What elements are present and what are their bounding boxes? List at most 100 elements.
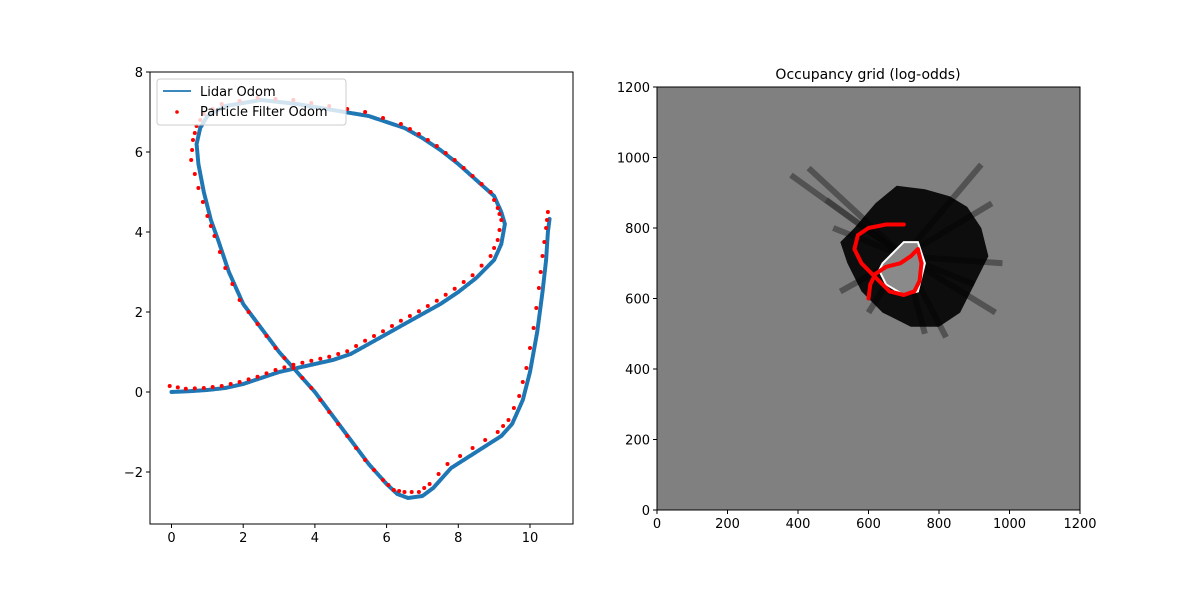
- odometry-x-tick-label: 2: [239, 531, 247, 546]
- particle-filter-point: [436, 472, 441, 476]
- occupancy-grid-x-tick-label: 800: [927, 517, 952, 532]
- particle-filter-point: [470, 174, 475, 178]
- particle-filter-point: [534, 306, 539, 310]
- particle-filter-point: [282, 365, 287, 370]
- particle-filter-point: [531, 326, 536, 330]
- particle-filter-point: [190, 148, 195, 152]
- particle-filter-point: [397, 489, 402, 493]
- particle-filter-point: [458, 454, 463, 458]
- particle-filter-point: [381, 329, 385, 334]
- particle-filter-point: [363, 338, 368, 343]
- particle-filter-point: [542, 240, 547, 244]
- particle-filter-point: [246, 310, 251, 314]
- occupancy-grid-x-tick-label: 1200: [1063, 517, 1096, 532]
- particle-filter-point: [416, 132, 421, 136]
- particle-filter-point: [196, 186, 201, 190]
- occupancy-grid-x-tick-label: 200: [715, 517, 740, 532]
- occupancy-grid-x-tick-label: 600: [856, 517, 881, 532]
- particle-filter-point: [536, 286, 541, 290]
- occupancy-grid-y-tick-label: 1000: [617, 152, 650, 167]
- particle-filter-point: [291, 366, 296, 370]
- particle-filter-point: [210, 385, 215, 389]
- particle-filter-point: [255, 322, 260, 326]
- odometry-x-tick-label: 4: [311, 531, 319, 546]
- odometry-x-tick-label: 10: [522, 531, 539, 546]
- particle-filter-point: [264, 334, 269, 338]
- particle-filter-point: [434, 144, 439, 148]
- particle-filter-point: [345, 434, 350, 438]
- particle-filter-point: [488, 190, 493, 194]
- particle-filter-point: [273, 368, 278, 372]
- particle-filter-point: [212, 234, 217, 238]
- particle-filter-point: [345, 349, 350, 354]
- odometry-y-tick-label: 0: [135, 386, 143, 401]
- particle-filter-point: [434, 298, 439, 303]
- particle-filter-point: [427, 482, 432, 486]
- odometry-y-tick-label: 6: [135, 146, 143, 161]
- occupancy-grid-y-tick-label: 800: [625, 222, 650, 237]
- particle-filter-point: [443, 151, 448, 155]
- odometry-y-tick-label: 4: [135, 226, 143, 241]
- occupancy-grid-axes: Occupancy grid (log-odds) 0 200 400 600 800 1…: [617, 67, 1097, 532]
- particle-filter-point: [391, 488, 396, 492]
- particle-filter-point: [191, 138, 195, 142]
- particle-filter-point: [528, 346, 532, 350]
- particle-filter-point: [495, 238, 500, 242]
- occupancy-grid-y-tick-label: 200: [625, 434, 650, 449]
- particle-filter-point: [407, 127, 412, 131]
- particle-filter-point: [264, 371, 269, 376]
- particle-filter-point: [336, 352, 341, 356]
- particle-filter-point: [318, 398, 323, 402]
- odometry-x-tick-label: 0: [167, 531, 175, 546]
- particle-filter-point: [273, 346, 278, 350]
- odometry-x-tick-label: 6: [382, 531, 390, 546]
- odometry-axes-frame: [149, 71, 574, 525]
- occupancy-grid-x-tick-label: 1000: [993, 517, 1026, 532]
- legend-box: [156, 78, 347, 126]
- particle-filter-point: [443, 292, 448, 297]
- occupancy-grid-x-tick-label: 0: [653, 517, 661, 532]
- particle-filter-point: [545, 218, 549, 222]
- particle-filter-point: [237, 380, 242, 384]
- particle-filter-point: [228, 382, 233, 386]
- particle-filter-point: [386, 483, 391, 487]
- odometry-y-tick-label: −2: [124, 466, 143, 481]
- particle-filter-point: [511, 406, 516, 410]
- particle-filter-point: [461, 280, 466, 284]
- particle-filter-point: [381, 116, 385, 120]
- odometry-y-ticks: −2 0 2 4 6 8: [124, 66, 150, 481]
- particle-filter-point: [445, 462, 450, 466]
- occupancy-grid-plot-area: [657, 87, 1080, 510]
- particle-filter-point: [520, 380, 525, 384]
- particle-filter-point: [402, 490, 407, 494]
- legend-particle-marker: [175, 110, 179, 114]
- particle-filter-point: [422, 486, 427, 490]
- particle-filter-point: [425, 304, 430, 308]
- particle-filter-point: [318, 356, 323, 361]
- odometry-x-tick-label: 8: [454, 531, 462, 546]
- particle-filter-point: [517, 394, 522, 398]
- particle-filter-point: [492, 246, 497, 250]
- particle-filter-point: [189, 158, 194, 162]
- particle-filter-point: [538, 270, 543, 274]
- particle-filter-point: [372, 334, 376, 338]
- particle-filter-point: [540, 254, 545, 258]
- particle-filter-point: [524, 366, 529, 370]
- particle-filter-point: [409, 490, 414, 494]
- particle-filter-point: [300, 360, 305, 365]
- occupancy-grid-y-tick-label: 400: [625, 363, 650, 378]
- particle-filter-point: [497, 228, 502, 232]
- particle-filter-point: [470, 273, 475, 278]
- particle-filter-point: [192, 172, 197, 176]
- particle-filter-point: [506, 418, 511, 422]
- particle-filter-point: [363, 110, 368, 114]
- particle-filter-point: [219, 384, 224, 388]
- robot-path: [852, 222, 924, 301]
- particle-filter-point: [327, 354, 332, 359]
- particle-filter-point: [483, 438, 488, 442]
- particle-filter-point: [223, 266, 228, 270]
- particle-filter-point: [479, 263, 484, 268]
- particle-filter-point: [246, 377, 251, 382]
- particle-filter-point: [208, 224, 213, 228]
- particle-filter-point: [300, 376, 305, 380]
